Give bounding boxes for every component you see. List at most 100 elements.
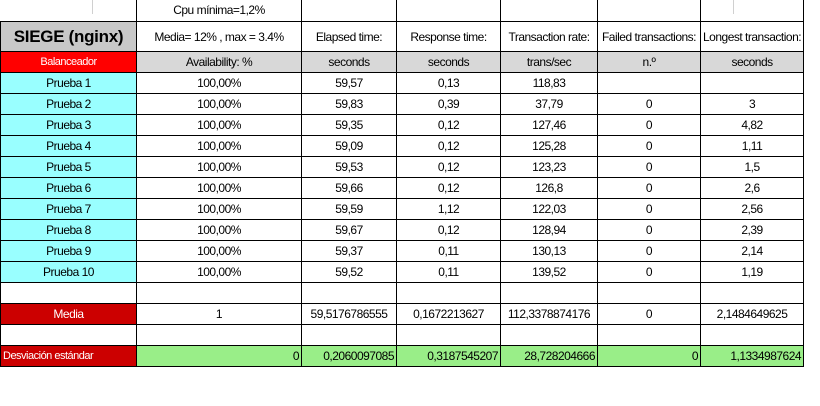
balanceador-label[interactable]: Balanceador bbox=[0, 51, 137, 73]
unit-rate[interactable]: trans/sec bbox=[500, 51, 598, 73]
cell-elapsed[interactable]: 59,59 bbox=[301, 198, 397, 220]
cell-failed[interactable]: 0 bbox=[597, 114, 701, 136]
empty-cell[interactable] bbox=[597, 324, 701, 346]
unit-longest[interactable]: seconds bbox=[699, 51, 805, 73]
cell-rate[interactable]: 139,52 bbox=[500, 261, 598, 283]
cell-longest[interactable]: 1,11 bbox=[699, 135, 805, 157]
cell-rate[interactable]: 130,13 bbox=[500, 240, 598, 262]
col-header-response[interactable]: Response time: bbox=[396, 21, 501, 52]
cell-rate[interactable]: 37,79 bbox=[500, 93, 598, 115]
cell-longest[interactable]: 2,6 bbox=[699, 177, 805, 199]
cell-failed[interactable]: 0 bbox=[597, 135, 701, 157]
cell-rate[interactable]: 122,03 bbox=[500, 198, 598, 220]
cell-availability[interactable]: 100,00% bbox=[136, 135, 302, 157]
empty-cell[interactable] bbox=[500, 324, 598, 346]
cell-failed[interactable] bbox=[597, 72, 701, 94]
cell-availability[interactable]: 100,00% bbox=[136, 114, 302, 136]
cell-failed[interactable]: 0 bbox=[597, 219, 701, 241]
row-label[interactable]: Prueba 4 bbox=[0, 135, 137, 157]
cell-elapsed[interactable]: 59,53 bbox=[301, 156, 397, 178]
desviacion-rate[interactable]: 28,728204666 bbox=[500, 345, 598, 367]
cell-response[interactable]: 1,12 bbox=[396, 198, 501, 220]
row-label[interactable]: Prueba 3 bbox=[0, 114, 137, 136]
cell-response[interactable]: 0,12 bbox=[396, 156, 501, 178]
empty-cell[interactable] bbox=[396, 282, 501, 304]
cell-longest[interactable]: 2,39 bbox=[699, 219, 805, 241]
desviacion-failed[interactable]: 0 bbox=[597, 345, 701, 367]
cell-longest[interactable]: 1,19 bbox=[699, 261, 805, 283]
cell-failed[interactable]: 0 bbox=[597, 156, 701, 178]
empty-cell[interactable] bbox=[136, 282, 302, 304]
cell-availability[interactable]: 100,00% bbox=[136, 156, 302, 178]
cell-longest[interactable]: 4,82 bbox=[699, 114, 805, 136]
empty-cell[interactable] bbox=[1, 0, 137, 22]
cpu-note[interactable]: Cpu mínima=1,2% bbox=[136, 0, 302, 22]
empty-cell[interactable] bbox=[597, 282, 701, 304]
cell-elapsed[interactable]: 59,66 bbox=[301, 177, 397, 199]
cell-response[interactable]: 0,12 bbox=[396, 177, 501, 199]
cell-response[interactable]: 0,12 bbox=[396, 135, 501, 157]
media-rate[interactable]: 112,3378874176 bbox=[500, 303, 598, 325]
unit-response[interactable]: seconds bbox=[396, 51, 501, 73]
desviacion-longest[interactable]: 1,1334987624 bbox=[699, 345, 805, 367]
cell-rate[interactable]: 123,23 bbox=[500, 156, 598, 178]
cell-longest[interactable] bbox=[699, 72, 805, 94]
empty-cell[interactable] bbox=[396, 324, 501, 346]
cell-availability[interactable]: 100,00% bbox=[136, 177, 302, 199]
cell-elapsed[interactable]: 59,52 bbox=[301, 261, 397, 283]
row-label[interactable]: Prueba 7 bbox=[0, 198, 137, 220]
unit-elapsed[interactable]: seconds bbox=[301, 51, 397, 73]
col-header-rate[interactable]: Transaction rate: bbox=[500, 21, 598, 52]
media-availability[interactable]: 1 bbox=[136, 303, 302, 325]
empty-cell[interactable] bbox=[500, 282, 598, 304]
cell-longest[interactable]: 1,5 bbox=[699, 156, 805, 178]
media-failed[interactable]: 0 bbox=[597, 303, 701, 325]
media-longest[interactable]: 2,1484649625 bbox=[699, 303, 805, 325]
cell-rate[interactable]: 118,83 bbox=[500, 72, 598, 94]
media-response[interactable]: 0,1672213627 bbox=[396, 303, 501, 325]
desviacion-response[interactable]: 0,3187545207 bbox=[396, 345, 501, 367]
media-elapsed[interactable]: 59,5176786555 bbox=[301, 303, 397, 325]
empty-cell[interactable] bbox=[699, 282, 805, 304]
row-label[interactable]: Prueba 9 bbox=[0, 240, 137, 262]
unit-failed[interactable]: n.º bbox=[597, 51, 701, 73]
empty-cell[interactable] bbox=[597, 0, 701, 22]
cell-rate[interactable]: 128,94 bbox=[500, 219, 598, 241]
empty-cell[interactable] bbox=[301, 282, 397, 304]
row-label[interactable]: Prueba 6 bbox=[0, 177, 137, 199]
empty-cell[interactable] bbox=[0, 282, 137, 304]
cell-availability[interactable]: 100,00% bbox=[136, 261, 302, 283]
cell-elapsed[interactable]: 59,35 bbox=[301, 114, 397, 136]
cell-failed[interactable]: 0 bbox=[597, 240, 701, 262]
cell-elapsed[interactable]: 59,57 bbox=[301, 72, 397, 94]
row-label[interactable]: Prueba 8 bbox=[0, 219, 137, 241]
empty-cell[interactable] bbox=[0, 324, 137, 346]
cell-response[interactable]: 0,11 bbox=[396, 261, 501, 283]
media-note[interactable]: Media= 12% , max = 3.4% bbox=[136, 21, 302, 52]
empty-cell[interactable] bbox=[301, 0, 397, 22]
cell-availability[interactable]: 100,00% bbox=[136, 198, 302, 220]
cell-response[interactable]: 0,13 bbox=[396, 72, 501, 94]
cell-rate[interactable]: 125,28 bbox=[500, 135, 598, 157]
desviacion-label[interactable]: Desviación estándar bbox=[0, 345, 137, 367]
cell-elapsed[interactable]: 59,37 bbox=[301, 240, 397, 262]
empty-cell[interactable] bbox=[699, 0, 805, 22]
cell-response[interactable]: 0,12 bbox=[396, 219, 501, 241]
empty-cell[interactable] bbox=[396, 0, 501, 22]
cell-failed[interactable]: 0 bbox=[597, 177, 701, 199]
empty-cell[interactable] bbox=[699, 324, 805, 346]
cell-elapsed[interactable]: 59,67 bbox=[301, 219, 397, 241]
cell-longest[interactable]: 2,56 bbox=[699, 198, 805, 220]
cell-longest[interactable]: 3 bbox=[699, 93, 805, 115]
cell-availability[interactable]: 100,00% bbox=[136, 72, 302, 94]
cell-response[interactable]: 0,12 bbox=[396, 114, 501, 136]
row-label[interactable]: Prueba 5 bbox=[0, 156, 137, 178]
row-label[interactable]: Prueba 2 bbox=[0, 93, 137, 115]
media-label[interactable]: Media bbox=[0, 303, 137, 325]
cell-failed[interactable]: 0 bbox=[597, 93, 701, 115]
desviacion-availability[interactable]: 0 bbox=[136, 345, 302, 367]
empty-cell[interactable] bbox=[301, 324, 397, 346]
table-title[interactable]: SIEGE (nginx) bbox=[0, 21, 137, 52]
cell-elapsed[interactable]: 59,09 bbox=[301, 135, 397, 157]
cell-availability[interactable]: 100,00% bbox=[136, 219, 302, 241]
